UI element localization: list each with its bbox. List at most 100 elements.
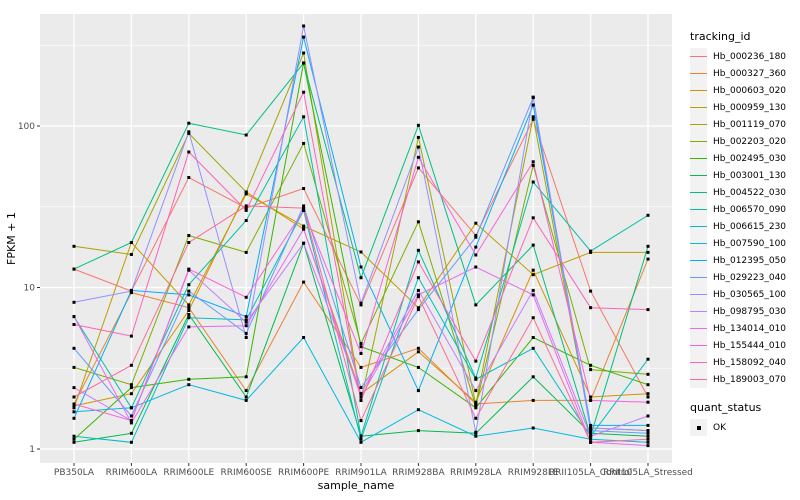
data-point	[72, 404, 76, 408]
data-point	[416, 308, 420, 312]
legend-line-swatch	[690, 123, 707, 126]
data-point	[531, 426, 535, 430]
data-point	[474, 265, 478, 269]
legend-item: Hb_000236_180	[690, 48, 786, 65]
svg-text:PB350LA: PB350LA	[54, 468, 95, 478]
svg-text:RRIM928LE: RRIM928LE	[508, 468, 559, 478]
legend-item: Hb_007590_100	[690, 235, 786, 252]
data-point	[359, 365, 363, 369]
data-point	[474, 430, 478, 434]
data-point	[416, 429, 420, 433]
data-point	[187, 289, 191, 293]
data-point	[72, 410, 76, 414]
data-point	[589, 434, 593, 438]
data-point	[187, 131, 191, 135]
data-point	[531, 375, 535, 379]
legend-key	[690, 269, 707, 286]
data-point	[129, 241, 133, 244]
legend-key	[690, 320, 707, 337]
legend-line-swatch	[690, 327, 707, 330]
data-point	[187, 283, 191, 287]
svg-text:RRIM901LA: RRIM901LA	[335, 468, 387, 478]
data-point	[129, 383, 133, 387]
legend: tracking_id Hb_000236_180 Hb_000327_360 Hb…	[690, 30, 786, 436]
data-point	[646, 392, 650, 396]
data-point	[244, 398, 248, 402]
data-point	[416, 293, 420, 297]
data-point	[416, 365, 420, 369]
legend-item-label: Hb_000236_180	[713, 51, 787, 62]
legend-line-swatch	[690, 242, 707, 245]
legend-key	[690, 303, 707, 320]
data-point	[187, 383, 191, 387]
data-point	[244, 320, 248, 324]
data-point	[302, 35, 306, 39]
quant-status-key	[690, 419, 707, 436]
legend-line-swatch	[690, 55, 707, 58]
data-point	[244, 250, 248, 254]
data-point	[72, 395, 76, 399]
data-point	[589, 306, 593, 310]
legend-item: Hb_002495_030	[690, 150, 786, 167]
data-point	[474, 235, 478, 239]
data-point	[589, 431, 593, 435]
svg-text:RRIM928BA: RRIM928BA	[392, 468, 445, 478]
data-point	[302, 24, 306, 28]
data-point	[72, 386, 76, 390]
data-point	[646, 400, 650, 404]
data-point	[416, 306, 420, 310]
legend-key	[690, 116, 707, 133]
legend-item: Hb_012395_050	[690, 252, 786, 269]
legend-item: Hb_006570_090	[690, 201, 786, 218]
data-point	[129, 414, 133, 418]
data-point	[302, 187, 306, 190]
data-point	[646, 213, 650, 217]
data-point	[474, 245, 478, 249]
data-point	[302, 204, 306, 208]
data-point	[187, 313, 191, 316]
data-point	[416, 260, 420, 264]
data-point	[72, 434, 76, 438]
legend-item-label: Hb_000959_130	[713, 102, 787, 113]
data-point	[646, 440, 650, 444]
legend-key	[690, 286, 707, 303]
data-point	[474, 406, 478, 410]
data-point	[416, 135, 420, 139]
legend-key	[690, 99, 707, 116]
data-point	[359, 392, 363, 396]
data-point	[72, 365, 76, 369]
legend-item-label: Hb_030565_100	[713, 289, 787, 300]
data-point	[531, 163, 535, 167]
data-point	[531, 293, 535, 297]
data-point	[244, 315, 248, 319]
legend-item-label: Hb_158092_040	[713, 357, 787, 368]
legend-item-label: Hb_098795_030	[713, 306, 787, 317]
legend-key	[690, 150, 707, 167]
data-point	[589, 440, 593, 444]
data-point	[244, 192, 248, 196]
legend-item-label: Hb_007590_100	[713, 238, 787, 249]
square-point-icon	[696, 425, 701, 430]
data-point	[187, 130, 191, 134]
data-point	[589, 249, 593, 253]
data-point	[302, 51, 306, 55]
data-point	[589, 429, 593, 433]
svg-text:100: 100	[18, 122, 35, 132]
legend-item: OK	[690, 419, 786, 436]
legend-item-label: Hb_134014_010	[713, 323, 787, 334]
data-point	[244, 318, 248, 322]
data-point	[244, 395, 248, 399]
data-point	[646, 437, 650, 441]
data-point	[302, 227, 306, 231]
data-point	[359, 265, 363, 269]
data-point	[129, 334, 133, 338]
data-point	[302, 224, 306, 228]
data-point	[531, 95, 535, 99]
data-point	[187, 306, 191, 310]
data-point	[359, 395, 363, 399]
legend-line-swatch	[690, 259, 707, 262]
data-point	[474, 303, 478, 307]
svg-text:RRIM600LA: RRIM600LA	[106, 468, 158, 478]
data-point	[129, 253, 133, 256]
